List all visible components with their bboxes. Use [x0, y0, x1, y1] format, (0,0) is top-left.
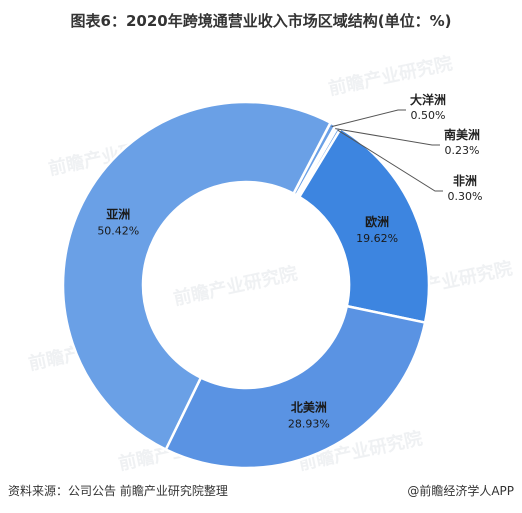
leader-line — [335, 128, 440, 146]
slice-label-name: 欧洲 — [365, 214, 389, 229]
slice-4 — [297, 126, 431, 325]
leader-line — [337, 129, 443, 192]
slice-label-name: 亚洲 — [106, 208, 130, 222]
slice-label-value: 50.42% — [97, 225, 139, 238]
leader-line — [331, 109, 406, 128]
slice-label-value: 19.62% — [356, 232, 398, 245]
slices — [61, 100, 431, 470]
footer: 资料来源：公司公告 前瞻产业研究院整理 @前瞻经济学人APP — [8, 482, 514, 499]
chart-title: 图表6：2020年跨境通营业收入市场区域结构(单位：%) — [70, 12, 452, 30]
slice-label-name: 北美洲 — [291, 399, 327, 414]
brand-note: @前瞻经济学人APP — [407, 484, 514, 498]
slice-6 — [61, 100, 333, 452]
slice-label-name: 非洲 — [453, 173, 477, 188]
slice-label-name: 大洋洲 — [410, 92, 446, 107]
slice-label-value: 0.30% — [448, 190, 483, 203]
slice-label-name: 南美洲 — [444, 127, 480, 142]
slice-label-value: 0.23% — [445, 144, 480, 157]
slice-labels: 欧洲 19.62% 北美洲 28.93% 亚洲 50.42% 大洋洲 0.50% 南美洲 0.23… — [97, 92, 482, 430]
watermark-text: 前瞻产业研究院 — [171, 262, 299, 310]
slice-label-value: 0.50% — [411, 109, 446, 122]
source-note: 资料来源：公司公告 前瞻产业研究院整理 — [8, 484, 228, 498]
slice-5 — [164, 304, 427, 470]
slice-label-value: 28.93% — [288, 417, 330, 430]
